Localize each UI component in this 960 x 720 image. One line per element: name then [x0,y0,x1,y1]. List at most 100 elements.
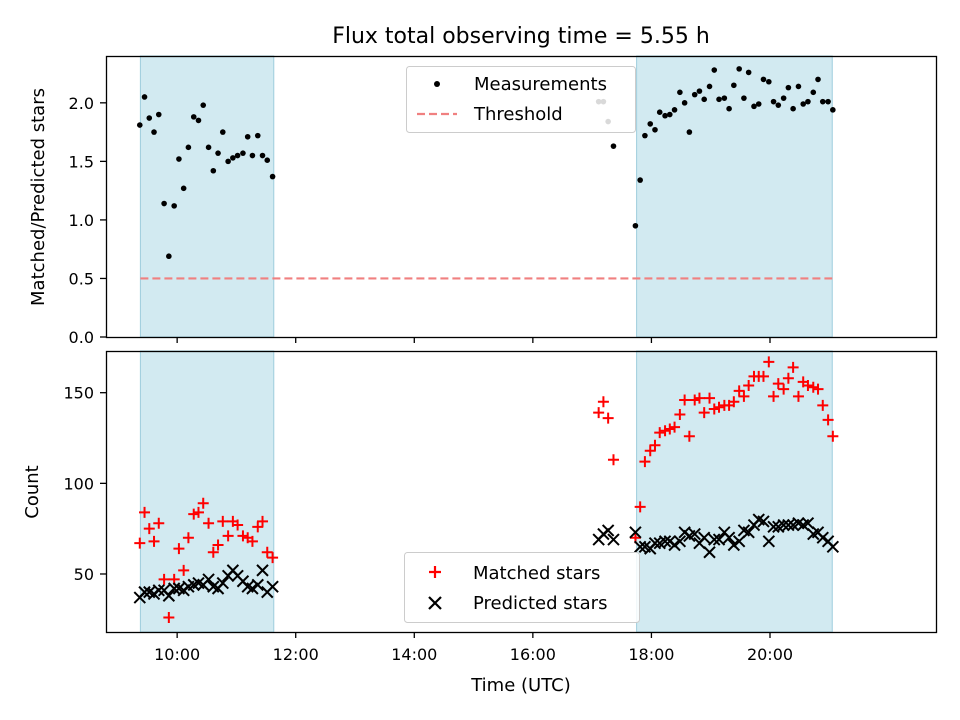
matched-star-point [182,532,194,544]
measurement-point [785,84,792,91]
matched-star-point [693,392,705,404]
matched-star-point [602,412,614,424]
measurement-point [696,88,703,94]
predicted-star-point [767,520,780,534]
measurement-point [825,98,831,105]
predicted-star-point [266,580,279,593]
measurement-point [686,129,693,135]
measurement-point [652,126,658,133]
measurement-point [249,152,256,159]
measurement-point [176,156,182,162]
legend-predicted-label: Predicted stars [473,593,607,614]
predicted-star-point [256,564,269,577]
matched-star-point [669,421,681,433]
measurement-point [830,107,836,113]
matched-star-point [649,439,661,451]
measurement-point [254,132,261,139]
predicted-star-point [216,576,230,590]
measurement-point [662,112,668,119]
legend-matched-marker [429,566,441,578]
predicted-star-point [712,533,726,546]
matched-star-point [597,396,609,408]
measurement-point [677,89,683,96]
x-tick-label: 12:00 [273,645,319,664]
y-tick-label: 2.0 [69,94,94,113]
matched-star-point [217,515,229,527]
matched-star-point [173,543,185,555]
predicted-star-point [727,538,741,552]
predicted-star-point [742,526,755,539]
measurement-point [731,82,737,89]
matched-star-point [222,530,234,542]
matched-star-point [257,515,269,527]
predicted-star-point [629,526,642,539]
chart-title: Flux total observing time = 5.55 h [332,24,710,49]
matched-star-point [817,399,829,411]
predicted-star-point [688,527,701,541]
matched-star-point [683,430,695,442]
legend-matched-label: Matched stars [473,563,600,584]
predicted-star-point [138,585,151,599]
measurement-point [610,143,617,149]
matched-star-point [728,396,740,408]
y-tick-label: 50 [74,565,94,584]
matched-star-point [634,501,646,513]
measurement-point [681,100,688,106]
matched-star-point [689,394,701,406]
measurement-point [691,91,698,98]
measurement-point [637,177,643,183]
measurement-point [642,132,648,139]
measurement-point [180,185,187,192]
measurement-point [755,101,762,107]
matched-star-point [212,539,224,551]
measurement-point [141,94,148,100]
measurement-point [215,150,221,156]
top-ylabel: Matched/Predicted stars [28,88,49,306]
measurement-point [706,83,713,90]
observing-span [139,55,275,338]
bottom-axes-frame [105,350,938,634]
observing-span [636,350,833,633]
matched-star-point [659,425,671,437]
matched-star-point [713,401,725,413]
measurement-point [195,117,202,124]
measurement-point [269,173,276,180]
matched-star-point [639,456,651,468]
measurement-point [795,83,802,90]
predicted-star-point [697,531,711,544]
legend-measurements-label: Measurements [474,74,607,95]
x-tick-label: 20:00 [747,645,793,664]
predicted-star-point [816,531,829,544]
matched-star-point [822,414,834,426]
predicted-star-point [633,540,647,554]
measurement-point [815,76,821,83]
predicted-star-point [732,535,746,548]
measurement-point [721,95,728,101]
top-panel: 0.00.51.01.52.0 Matched/Predicted stars … [28,55,938,347]
matched-star-point [593,407,605,419]
measurement-point [210,167,217,174]
predicted-star-point [722,531,736,544]
predicted-star-point [601,524,615,537]
matched-star-point [792,390,804,402]
measurement-point [225,158,231,165]
matched-star-point [158,573,170,585]
predicted-star-point [162,589,176,602]
matched-star-point [148,535,160,547]
predicted-star-point [708,533,721,546]
measurement-point [745,69,752,76]
matched-star-point [698,407,710,419]
bottom-ylabel: Count [22,465,43,518]
measurement-point [219,129,226,135]
measurement-point [205,144,212,151]
matched-star-point [246,535,258,547]
matched-star-point [207,546,219,558]
predicted-star-point [777,518,790,532]
predicted-star-point [648,536,662,550]
observing-span [636,55,833,338]
predicted-star-point [152,584,165,597]
matched-star-point [143,523,155,535]
measurement-point [711,67,718,73]
matched-star-point [812,383,824,395]
